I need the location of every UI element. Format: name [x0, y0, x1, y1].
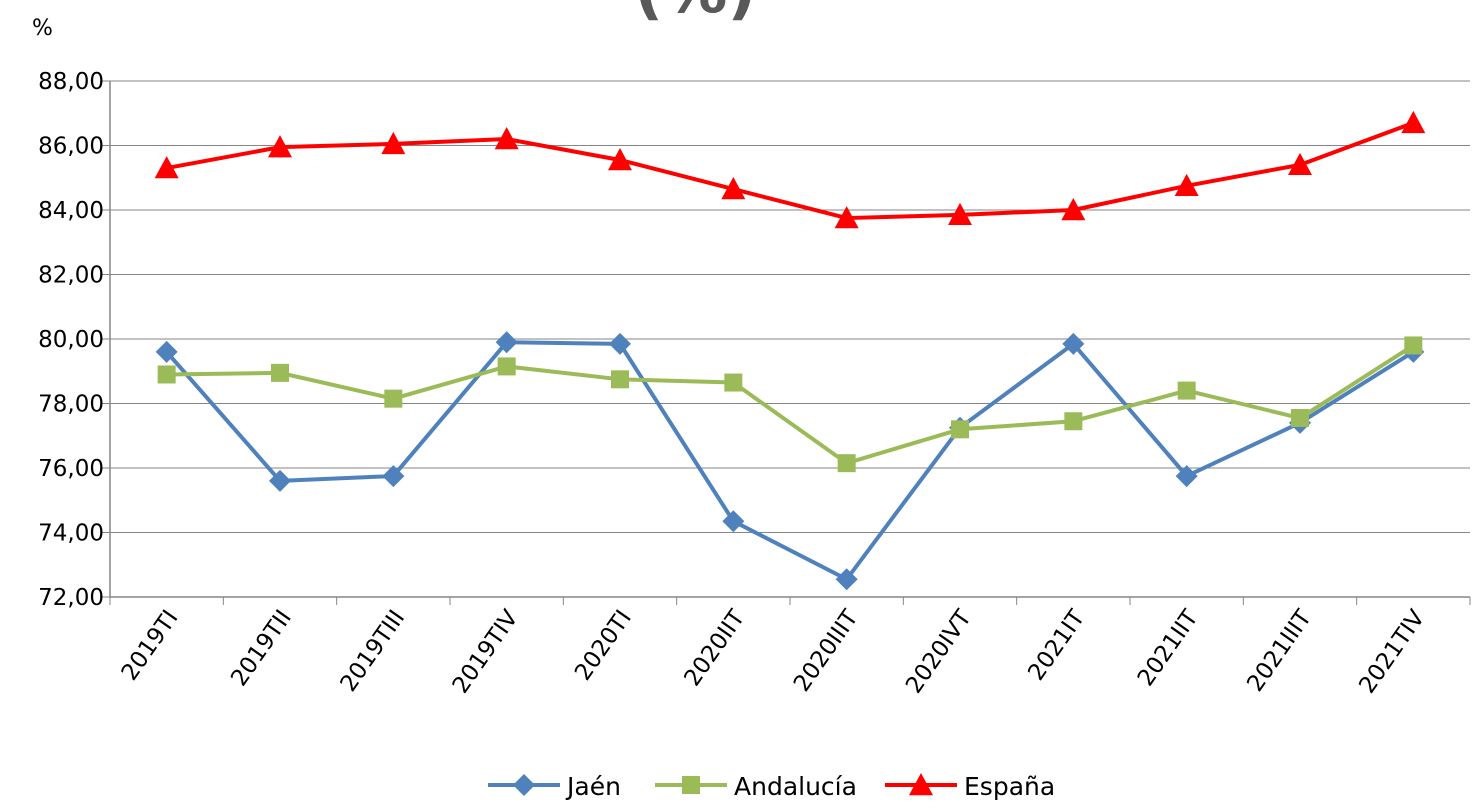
x-tick-label: 2019TIII — [336, 606, 411, 697]
y-tick-label: 72,00 — [38, 585, 104, 611]
x-tick-label: 2019TI — [117, 606, 184, 686]
data-point-triangle — [834, 206, 859, 229]
legend-label: Andalucía — [734, 772, 857, 801]
x-tick-label: 2021IIT — [1133, 605, 1204, 691]
data-point-square — [837, 454, 856, 473]
data-point-triangle — [1401, 110, 1426, 134]
x-tick-label: 2021IT — [1023, 605, 1090, 686]
data-point-square — [951, 420, 969, 439]
x-tick-label: 2021TIV — [1354, 605, 1430, 698]
y-tick-label: 80,00 — [38, 327, 104, 353]
data-point-diamond — [1175, 465, 1198, 488]
data-point-diamond — [513, 774, 535, 796]
legend-label: España — [964, 772, 1055, 801]
data-point-diamond — [609, 332, 631, 355]
y-tick-label: 82,00 — [38, 263, 104, 289]
data-point-square — [1404, 336, 1423, 355]
data-point-triangle — [1061, 198, 1086, 221]
y-tick-label: 86,00 — [38, 134, 104, 160]
y-tick-label: 76,00 — [38, 456, 104, 482]
data-point-triangle — [1288, 152, 1312, 176]
data-point-square — [682, 776, 700, 794]
data-point-triangle — [608, 148, 632, 171]
x-tick-label: 2021IIIT — [1242, 605, 1317, 697]
data-point-diamond — [1062, 332, 1085, 355]
x-tick-label: 2020IIIT — [789, 605, 864, 697]
data-point-triangle — [268, 135, 292, 158]
data-point-diamond — [155, 340, 178, 363]
series-line-Andalucía — [166, 343, 1415, 466]
data-point-square — [1064, 412, 1083, 431]
chart-title-fragment: (%) — [634, 0, 757, 28]
data-point-triangle — [494, 127, 519, 150]
data-point-diamond — [382, 465, 405, 488]
data-point-square — [271, 363, 289, 382]
y-tick-label: 78,00 — [38, 392, 104, 418]
x-tick-label: 2019TIV — [448, 605, 524, 698]
data-point-square — [724, 373, 743, 392]
x-tick-label: 2020IVT — [901, 605, 977, 699]
data-point-triangle — [909, 773, 933, 796]
data-point-diamond — [495, 331, 518, 354]
data-point-square — [1291, 409, 1309, 428]
data-point-square — [384, 389, 403, 408]
y-axis-unit-label: % — [32, 16, 53, 41]
data-point-triangle — [948, 202, 972, 226]
x-tick-label: 2020IIT — [680, 605, 751, 691]
series-line-Jaén — [165, 340, 1415, 582]
y-tick-label: 88,00 — [38, 69, 104, 95]
data-point-square — [1177, 381, 1196, 400]
y-tick-label: 84,00 — [38, 198, 104, 224]
legend-label: Jaén — [565, 772, 621, 801]
data-point-diamond — [722, 510, 745, 533]
data-point-square — [497, 357, 516, 376]
data-point-triangle — [381, 131, 406, 155]
data-point-square — [611, 370, 629, 389]
y-tick-label: 74,00 — [38, 521, 104, 547]
data-point-square — [157, 365, 176, 384]
x-tick-label: 2020TI — [570, 606, 637, 686]
x-tick-label: 2019TII — [226, 606, 297, 691]
data-point-triangle — [721, 177, 746, 200]
data-point-triangle — [1174, 173, 1199, 197]
series-line-España — [166, 121, 1415, 221]
data-point-diamond — [269, 469, 291, 492]
data-point-triangle — [154, 156, 179, 179]
data-point-diamond — [835, 568, 858, 591]
